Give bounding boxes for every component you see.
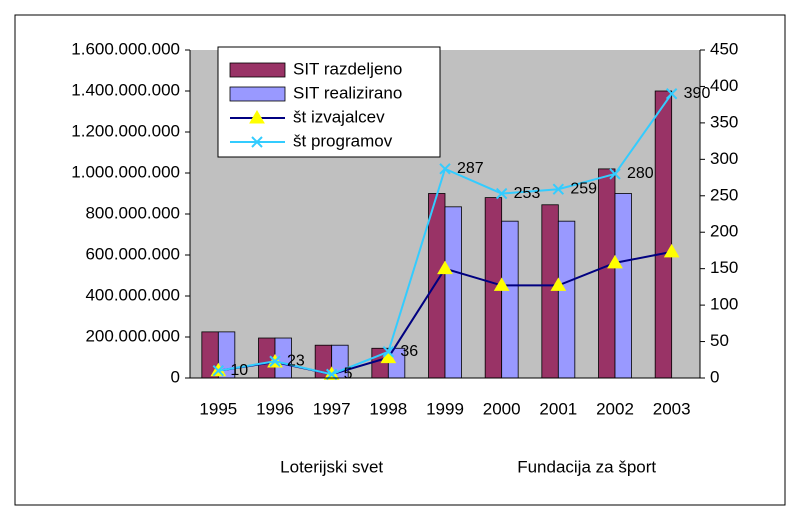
legend-swatch: [229, 86, 286, 102]
marker: [439, 163, 451, 175]
y-tick-label: 200.000.000: [85, 326, 180, 345]
bar: [654, 90, 673, 379]
marker: [249, 110, 265, 124]
data-label: 10: [230, 362, 248, 379]
bar: [501, 220, 519, 379]
marker: [493, 277, 510, 291]
data-label: 5: [344, 366, 353, 383]
legend-label: SIT razdeljeno: [293, 59, 402, 78]
data-label: 280: [627, 165, 654, 182]
x-tick-label: 2003: [653, 399, 691, 418]
legend-label: št izvajalcev: [293, 107, 385, 126]
data-label: 287: [457, 160, 484, 177]
group-label: Loterijski svet: [280, 457, 383, 476]
marker: [665, 88, 678, 100]
bar: [541, 204, 559, 379]
y-tick-label: 1.400.000.000: [71, 80, 180, 99]
legend-label: SIT realizirano: [293, 83, 402, 102]
bar: [598, 168, 616, 379]
bar: [428, 193, 446, 379]
x-tick-label: 1996: [256, 399, 294, 418]
marker: [609, 168, 621, 180]
y2-tick-label: 0: [710, 367, 719, 386]
legend-label: št programov: [293, 131, 393, 150]
y-tick-label: 0: [171, 367, 180, 386]
marker: [495, 187, 508, 200]
y-tick-label: 600.000.000: [85, 244, 180, 263]
x-tick-label: 1995: [199, 399, 237, 418]
marker: [552, 183, 565, 195]
x-tick-label: 2000: [483, 399, 521, 418]
marker: [663, 243, 680, 258]
data-label: 390: [684, 85, 711, 102]
y2-tick-label: 150: [710, 258, 738, 277]
y2-tick-label: 350: [710, 112, 738, 131]
y2-tick-label: 450: [710, 39, 738, 58]
y-tick-label: 1.200.000.000: [71, 121, 180, 140]
x-tick-label: 1997: [313, 399, 351, 418]
x-tick-label: 1999: [426, 399, 464, 418]
group-label: Fundacija za šport: [517, 457, 656, 476]
marker: [269, 355, 281, 367]
marker: [251, 136, 263, 148]
bar: [557, 220, 576, 379]
y2-tick-label: 400: [710, 76, 738, 95]
y-tick-label: 1.000.000.000: [71, 162, 180, 181]
x-tick-label: 2002: [596, 399, 634, 418]
marker: [382, 346, 395, 358]
y-tick-label: 400.000.000: [85, 285, 180, 304]
marker: [212, 365, 225, 377]
bar: [444, 206, 462, 379]
y2-tick-label: 200: [710, 222, 738, 241]
marker: [607, 254, 623, 269]
data-label: 259: [570, 180, 597, 197]
legend-swatch: [229, 62, 286, 78]
y2-tick-label: 250: [710, 185, 738, 204]
y2-tick-label: 300: [710, 149, 738, 168]
x-tick-label: 2001: [539, 399, 577, 418]
legend: SIT razdeljeno SIT realizirano št izvajalc…: [217, 46, 441, 158]
y2-tick-label: 100: [710, 295, 738, 314]
data-label: 23: [287, 352, 305, 369]
marker: [550, 277, 567, 291]
marker: [437, 260, 453, 275]
data-label: 36: [400, 343, 418, 360]
x-tick-label: 1998: [369, 399, 407, 418]
data-label: 253: [514, 185, 541, 202]
y-tick-label: 800.000.000: [85, 203, 180, 222]
y2-tick-label: 50: [710, 331, 729, 350]
bar: [614, 193, 632, 379]
y-tick-label: 1.600.000.000: [71, 39, 180, 58]
